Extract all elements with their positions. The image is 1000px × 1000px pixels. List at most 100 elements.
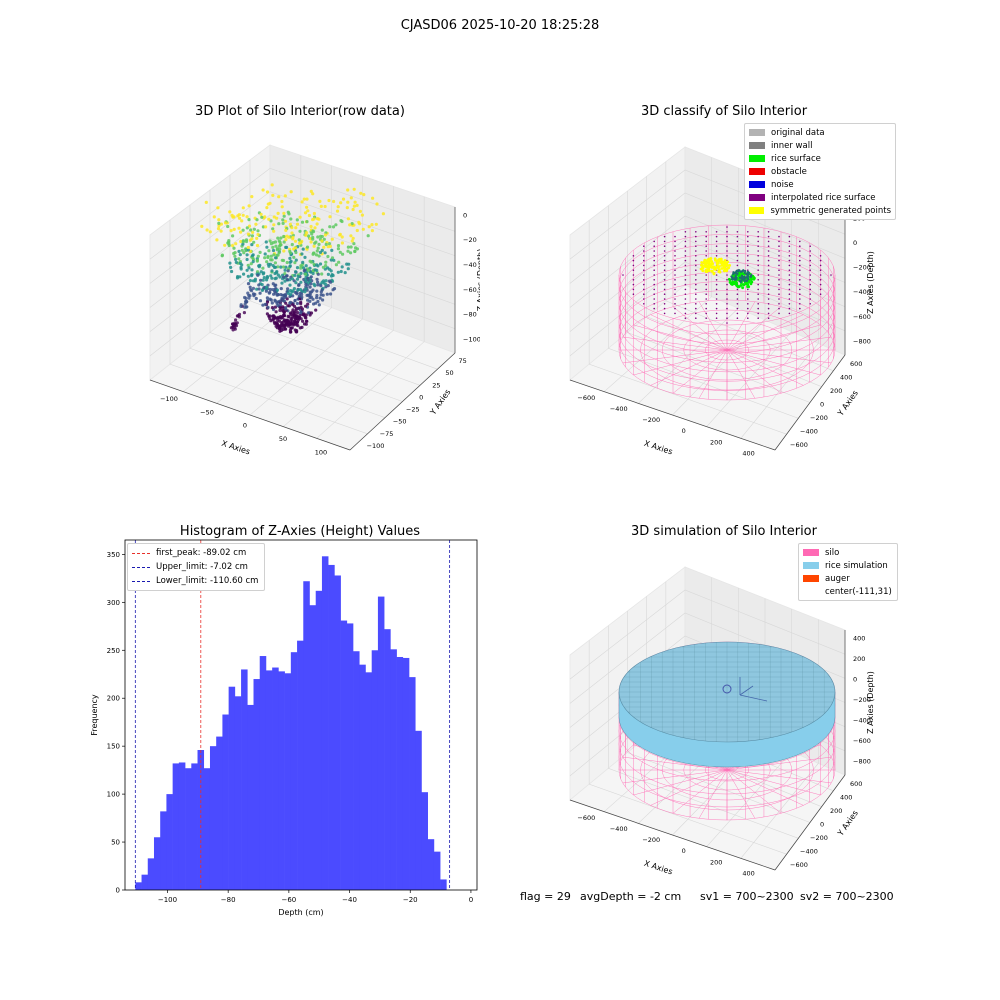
histogram-bar xyxy=(185,768,192,890)
histogram-bar xyxy=(166,794,173,890)
legend-label: center(-111,31) xyxy=(825,586,892,597)
panel1-z-tick: −100 xyxy=(463,335,480,343)
panel4-z-tick: −200 xyxy=(853,696,871,704)
panel2-x-tick: −200 xyxy=(642,416,660,424)
panel2-x-label: X Axies xyxy=(643,439,674,457)
panel1-x-tick: 50 xyxy=(279,435,287,443)
panel2-legend-item: obstacle xyxy=(749,165,891,178)
panel4-y-axis-line xyxy=(774,774,846,871)
panel2-y-tick: 200 xyxy=(830,387,842,395)
histogram-x-tick: −100 xyxy=(158,896,177,904)
panel3-title: Histogram of Z-Axies (Height) Values xyxy=(179,524,421,539)
panel4-y-tick: 200 xyxy=(830,807,842,815)
legend-label: noise xyxy=(771,179,794,190)
histogram-bar xyxy=(353,651,360,890)
legend-label: auger xyxy=(825,573,850,584)
panel1-x-tick: −100 xyxy=(160,395,178,403)
panel4-legend-item: silo xyxy=(803,546,893,559)
panel2-legend-item: inner wall xyxy=(749,139,891,152)
histogram-bar xyxy=(433,851,441,890)
panel4-z-tick: 400 xyxy=(853,634,865,642)
panel4-x-tick: 0 xyxy=(682,847,686,855)
histogram-bar xyxy=(259,656,267,890)
panel3-legend-item: Lower_limit: -110.60 cm xyxy=(132,574,260,588)
histogram-bar xyxy=(272,667,279,890)
panel2-z-tick: 0 xyxy=(853,239,857,247)
panel4-legend: silo rice simulation auger center(-111,31) xyxy=(798,543,898,601)
panel2-y-tick: −600 xyxy=(790,441,808,449)
panel2-legend-item: interpolated rice surface xyxy=(749,191,891,204)
panel1-grid xyxy=(149,155,456,439)
panel4-y-tick: 0 xyxy=(820,821,824,829)
histogram-bar xyxy=(346,623,354,890)
panel4-auger-axis xyxy=(739,685,754,696)
legend-swatch xyxy=(749,155,765,162)
histogram-y-tick: 300 xyxy=(107,599,120,607)
histogram-bar xyxy=(334,575,341,890)
histogram-bar xyxy=(328,564,335,890)
panel1-y-tick: 25 xyxy=(432,381,440,389)
panel2-z-label: Z Axies (Depth) xyxy=(866,251,875,314)
histogram-y-tick: 350 xyxy=(107,551,120,559)
panel1-y-label: Y Axies xyxy=(428,388,453,418)
histogram-bar xyxy=(359,664,366,890)
panel1-scatter-points xyxy=(200,183,385,334)
legend-swatch xyxy=(749,194,765,201)
histogram-bar xyxy=(384,629,391,890)
legend-swatch xyxy=(803,588,819,595)
panel1-z-label: Z Axies (Depth) xyxy=(476,249,480,312)
histogram-frame xyxy=(124,539,478,891)
panel2-symmetric-points xyxy=(699,257,731,276)
histogram-bar xyxy=(421,792,428,890)
panel4-x-tick: −200 xyxy=(642,836,660,844)
panel4-y-tick: −600 xyxy=(790,861,808,869)
panel2-z-tick: −600 xyxy=(853,313,871,321)
panel4-z-label: Z Axies (Depth) xyxy=(866,671,875,734)
legend-label: interpolated rice surface xyxy=(771,192,876,203)
histogram-bar xyxy=(253,679,261,890)
panel4-x-label: X Axies xyxy=(643,859,674,877)
histogram-bar xyxy=(390,649,397,890)
panel4-y-tick: −200 xyxy=(810,834,828,842)
panel1-z-tick: 0 xyxy=(463,211,467,219)
panel4-x-tick: −400 xyxy=(610,825,628,833)
panel4-3d-simulation: −600 −400 −200 0 200 400 −600 −400 −200 0 200 400 60… xyxy=(569,566,875,877)
panel2-z-tick: −200 xyxy=(853,264,871,272)
histogram-bar xyxy=(265,670,273,890)
panel4-x-tick: −600 xyxy=(577,814,595,822)
panel4-z-tick: −800 xyxy=(853,758,871,766)
histogram-bar xyxy=(315,590,323,890)
panel2-y-axis-line xyxy=(774,354,846,451)
panel4-y-tick: 600 xyxy=(850,780,862,788)
panel2-legend: original data inner wall rice surface obsta… xyxy=(744,123,896,220)
panel2-silo-wireframe xyxy=(618,224,836,401)
histogram-bar xyxy=(427,839,435,890)
panel2-original-data xyxy=(730,269,753,284)
histogram-bar xyxy=(222,714,229,890)
panel2-legend-item: original data xyxy=(749,126,891,139)
flag-text: flag = 29 xyxy=(520,890,571,903)
panel1-3d-scatter: −100 −50 0 50 100 −100 −75 −50 −25 0 25 50 75 0 −20 −40… xyxy=(149,144,480,456)
histogram-bar xyxy=(440,879,447,890)
panel2-y-tick: 400 xyxy=(840,373,852,381)
panel3-legend-item: Upper_limit: -7.02 cm xyxy=(132,560,260,574)
histogram-x-tick: −40 xyxy=(342,896,357,904)
legend-swatch xyxy=(803,575,819,582)
legend-line-swatch xyxy=(132,580,150,582)
histogram-bar xyxy=(247,704,254,890)
avg-depth-text: avgDepth = -2 cm xyxy=(580,890,682,903)
legend-label: rice simulation xyxy=(825,560,888,571)
panel1-x-tick: 0 xyxy=(243,422,247,430)
panel2-interpolated-surface xyxy=(622,226,832,324)
histogram-bar xyxy=(309,605,317,890)
histogram-bar xyxy=(402,657,410,890)
legend-label: symmetric generated points xyxy=(770,205,891,216)
panel1-z-tick: −20 xyxy=(463,236,477,244)
panel4-title: 3D simulation of Silo Interior xyxy=(631,524,817,539)
panel1-z-tick: −40 xyxy=(463,261,477,269)
histogram-bar xyxy=(191,763,198,890)
histogram-bars xyxy=(135,556,447,890)
panel1-x-tick: −50 xyxy=(200,408,214,416)
legend-swatch xyxy=(749,181,765,188)
histogram-bar xyxy=(203,768,211,890)
